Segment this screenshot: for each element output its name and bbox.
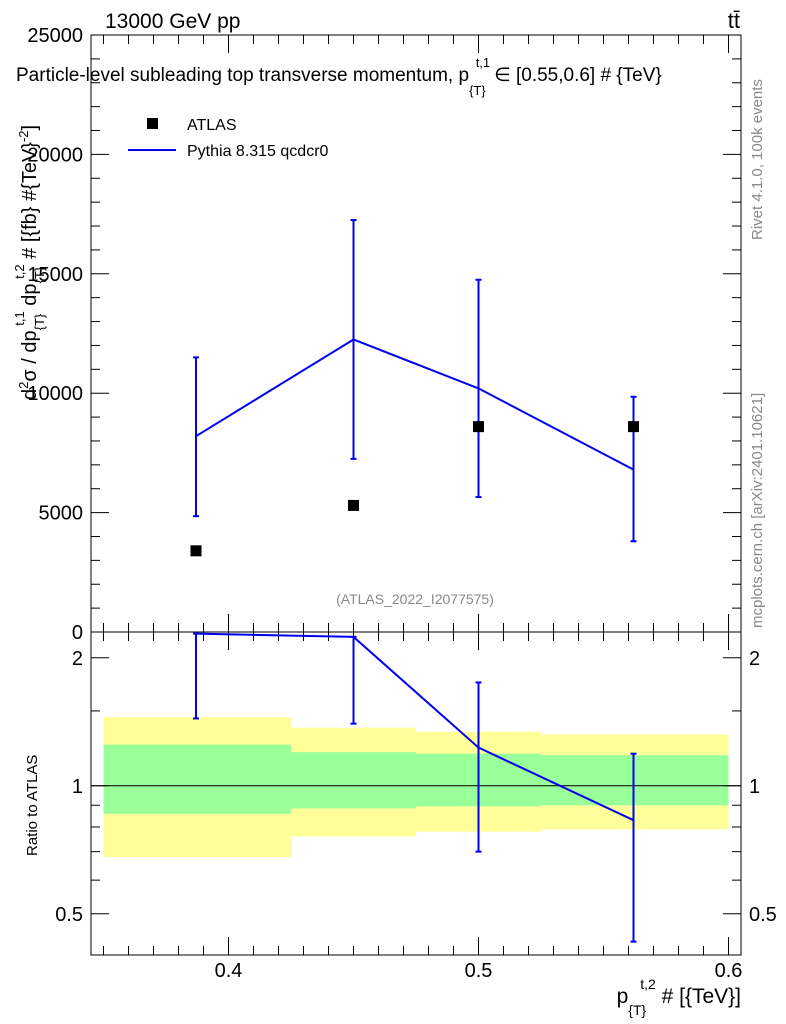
title-subscript: {T} [469, 83, 486, 98]
x-axis-label: p{T}t,2 # [{TeV}] [617, 976, 741, 1018]
title-superscript: t,1 [476, 55, 490, 70]
legend-data-marker [147, 118, 158, 129]
main-y-tick-label: 0 [72, 622, 83, 644]
ratio-band-inner [103, 744, 291, 814]
ratio-y-tick-label: 0.5 [55, 904, 83, 926]
energy-label: 13000 GeV pp [105, 10, 240, 33]
legend: ATLAS Pythia 8.315 qcdcr0 [128, 117, 329, 160]
main-y-tick-label: 25000 [27, 25, 83, 47]
mc-series-ratio [193, 632, 637, 943]
main-y-tick-label: 5000 [39, 503, 84, 525]
legend-data-label: ATLAS [187, 117, 237, 134]
data-point [348, 499, 359, 511]
data-series-main [190, 421, 639, 557]
ratio-uncertainty-bands [103, 717, 729, 858]
ratio-mc-line [195, 632, 634, 822]
ratio-y-tick-label: 1 [72, 776, 83, 798]
process-label: tt̄ [728, 8, 740, 33]
x-tick-label: 0.6 [715, 960, 743, 982]
ratio-axis-ticks: 0.5 0.5 1 1 2 2 0.4 0.5 0.6 [55, 632, 777, 982]
mc-line [195, 338, 634, 471]
title-main: Particle-level subleading top transverse… [16, 65, 469, 86]
plot-title: Particle-level subleading top transverse… [16, 55, 662, 98]
ratio-y-axis-label: Ratio to ATLAS [24, 755, 41, 856]
rivet-label: Rivet 4.1.0, 100k events [749, 79, 766, 240]
data-point [190, 545, 202, 557]
ratio-band-inner [541, 755, 729, 806]
ratio-band-inner [291, 752, 416, 809]
ratio-plot-frame [90, 631, 742, 956]
main-axis-ticks: 0 5000 10000 15000 20000 25000 [27, 25, 741, 644]
main-y-tick-label: 10000 [27, 383, 83, 405]
main-y-tick-label: 15000 [27, 264, 83, 286]
ratio-y-tick-label-right: 0.5 [749, 904, 777, 926]
main-y-tick-label: 20000 [27, 144, 83, 166]
data-point [473, 421, 484, 433]
x-tick-label: 0.5 [465, 960, 493, 982]
ratio-y-tick-label-right: 1 [749, 776, 760, 798]
analysis-id: (ATLAS_2022_I2077575) [336, 591, 494, 607]
mc-series-main [193, 219, 637, 543]
main-y-axis-label: d2σ / dp{T}t,1 dp{T}t,2 # [{fb} #{TeV}-2… [12, 125, 47, 400]
ratio-y-tick-label-right: 2 [749, 648, 760, 670]
legend-mc-label: Pythia 8.315 qcdcr0 [187, 143, 329, 160]
data-point [628, 421, 639, 433]
ratio-y-tick-label: 2 [72, 648, 83, 670]
mcplots-label: mcplots.cern.ch [arXiv:2401.10621] [749, 393, 766, 628]
x-tick-label: 0.4 [215, 960, 243, 982]
title-tail: ∈ [0.55,0.6] # {TeV} [494, 65, 662, 86]
